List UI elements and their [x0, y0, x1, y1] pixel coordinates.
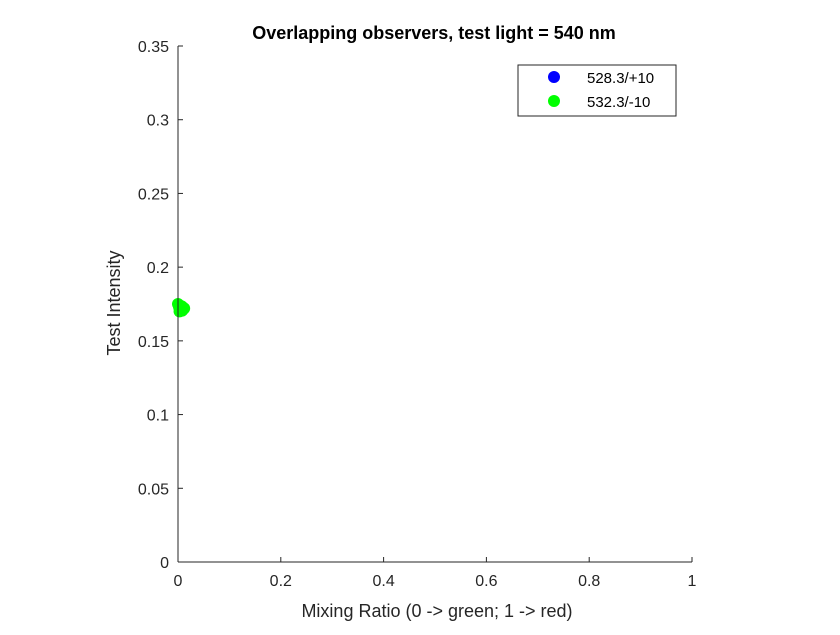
y-tick-label: 0.2 — [147, 260, 169, 277]
legend-items: 528.3/+10 532.3/-10 — [548, 70, 654, 111]
y-axis-ticks: 0 0.05 0.1 0.15 0.2 0.25 0.3 0.35 — [138, 39, 183, 572]
x-tick-label: 0.6 — [475, 573, 497, 590]
legend-marker — [548, 71, 560, 83]
y-tick-label: 0.35 — [138, 39, 169, 56]
x-tick-label: 0.4 — [372, 573, 394, 590]
plot-area — [178, 46, 692, 562]
legend-marker — [548, 95, 560, 107]
x-axis-label: Mixing Ratio (0 -> green; 1 -> red) — [301, 601, 572, 621]
y-tick-label: 0.3 — [147, 113, 169, 130]
y-tick-label: 0.1 — [147, 408, 169, 425]
x-tick-label: 0 — [174, 573, 183, 590]
legend-box — [517, 64, 677, 117]
x-axis-ticks: 0 0.2 0.4 0.6 0.8 1 — [174, 557, 697, 590]
y-axis-label: Test Intensity — [104, 250, 124, 355]
legend: 528.3/+10 532.3/-10 — [517, 64, 677, 117]
y-tick-label: 0.25 — [138, 186, 169, 203]
chart-title: Overlapping observers, test light = 540 … — [252, 23, 616, 43]
x-tick-label: 0.8 — [578, 573, 600, 590]
x-tick-label: 1 — [688, 573, 697, 590]
data-point — [177, 301, 190, 314]
legend-label: 532.3/-10 — [587, 94, 650, 111]
y-tick-label: 0.15 — [138, 334, 169, 351]
legend-label: 528.3/+10 — [587, 70, 654, 87]
y-tick-label: 0 — [160, 555, 169, 572]
y-tick-label: 0.05 — [138, 481, 169, 498]
x-tick-label: 0.2 — [270, 573, 292, 590]
